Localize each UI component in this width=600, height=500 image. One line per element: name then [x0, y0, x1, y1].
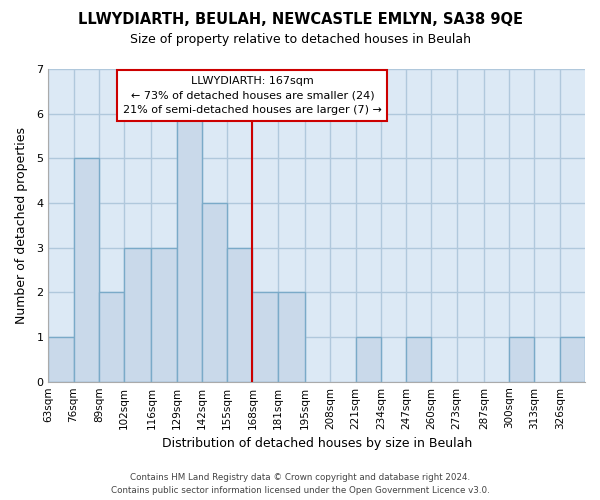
Bar	[253, 292, 278, 382]
Y-axis label: Number of detached properties: Number of detached properties	[15, 127, 28, 324]
Bar	[278, 292, 305, 382]
X-axis label: Distribution of detached houses by size in Beulah: Distribution of detached houses by size …	[161, 437, 472, 450]
Bar	[406, 337, 431, 382]
Bar	[509, 337, 535, 382]
Text: LLWYDIARTH: 167sqm
← 73% of detached houses are smaller (24)
21% of semi-detache: LLWYDIARTH: 167sqm ← 73% of detached hou…	[123, 76, 382, 116]
Text: Size of property relative to detached houses in Beulah: Size of property relative to detached ho…	[130, 32, 470, 46]
Bar	[74, 158, 99, 382]
Bar	[356, 337, 381, 382]
Bar	[49, 337, 74, 382]
Bar	[176, 114, 202, 382]
Text: LLWYDIARTH, BEULAH, NEWCASTLE EMLYN, SA38 9QE: LLWYDIARTH, BEULAH, NEWCASTLE EMLYN, SA3…	[77, 12, 523, 28]
Bar	[560, 337, 585, 382]
Bar	[99, 292, 124, 382]
Bar	[227, 248, 253, 382]
Bar	[151, 248, 176, 382]
Bar	[202, 203, 227, 382]
Text: Contains HM Land Registry data © Crown copyright and database right 2024.
Contai: Contains HM Land Registry data © Crown c…	[110, 474, 490, 495]
Bar	[124, 248, 151, 382]
